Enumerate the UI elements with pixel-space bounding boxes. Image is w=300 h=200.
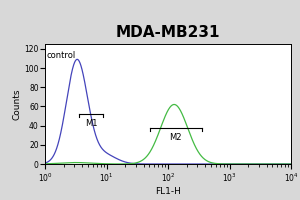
Title: MDA-MB231: MDA-MB231 xyxy=(116,25,220,40)
X-axis label: FL1-H: FL1-H xyxy=(155,187,181,196)
Y-axis label: Counts: Counts xyxy=(13,88,22,120)
Text: control: control xyxy=(46,51,76,60)
Text: M1: M1 xyxy=(85,119,98,128)
Text: M2: M2 xyxy=(169,133,182,142)
